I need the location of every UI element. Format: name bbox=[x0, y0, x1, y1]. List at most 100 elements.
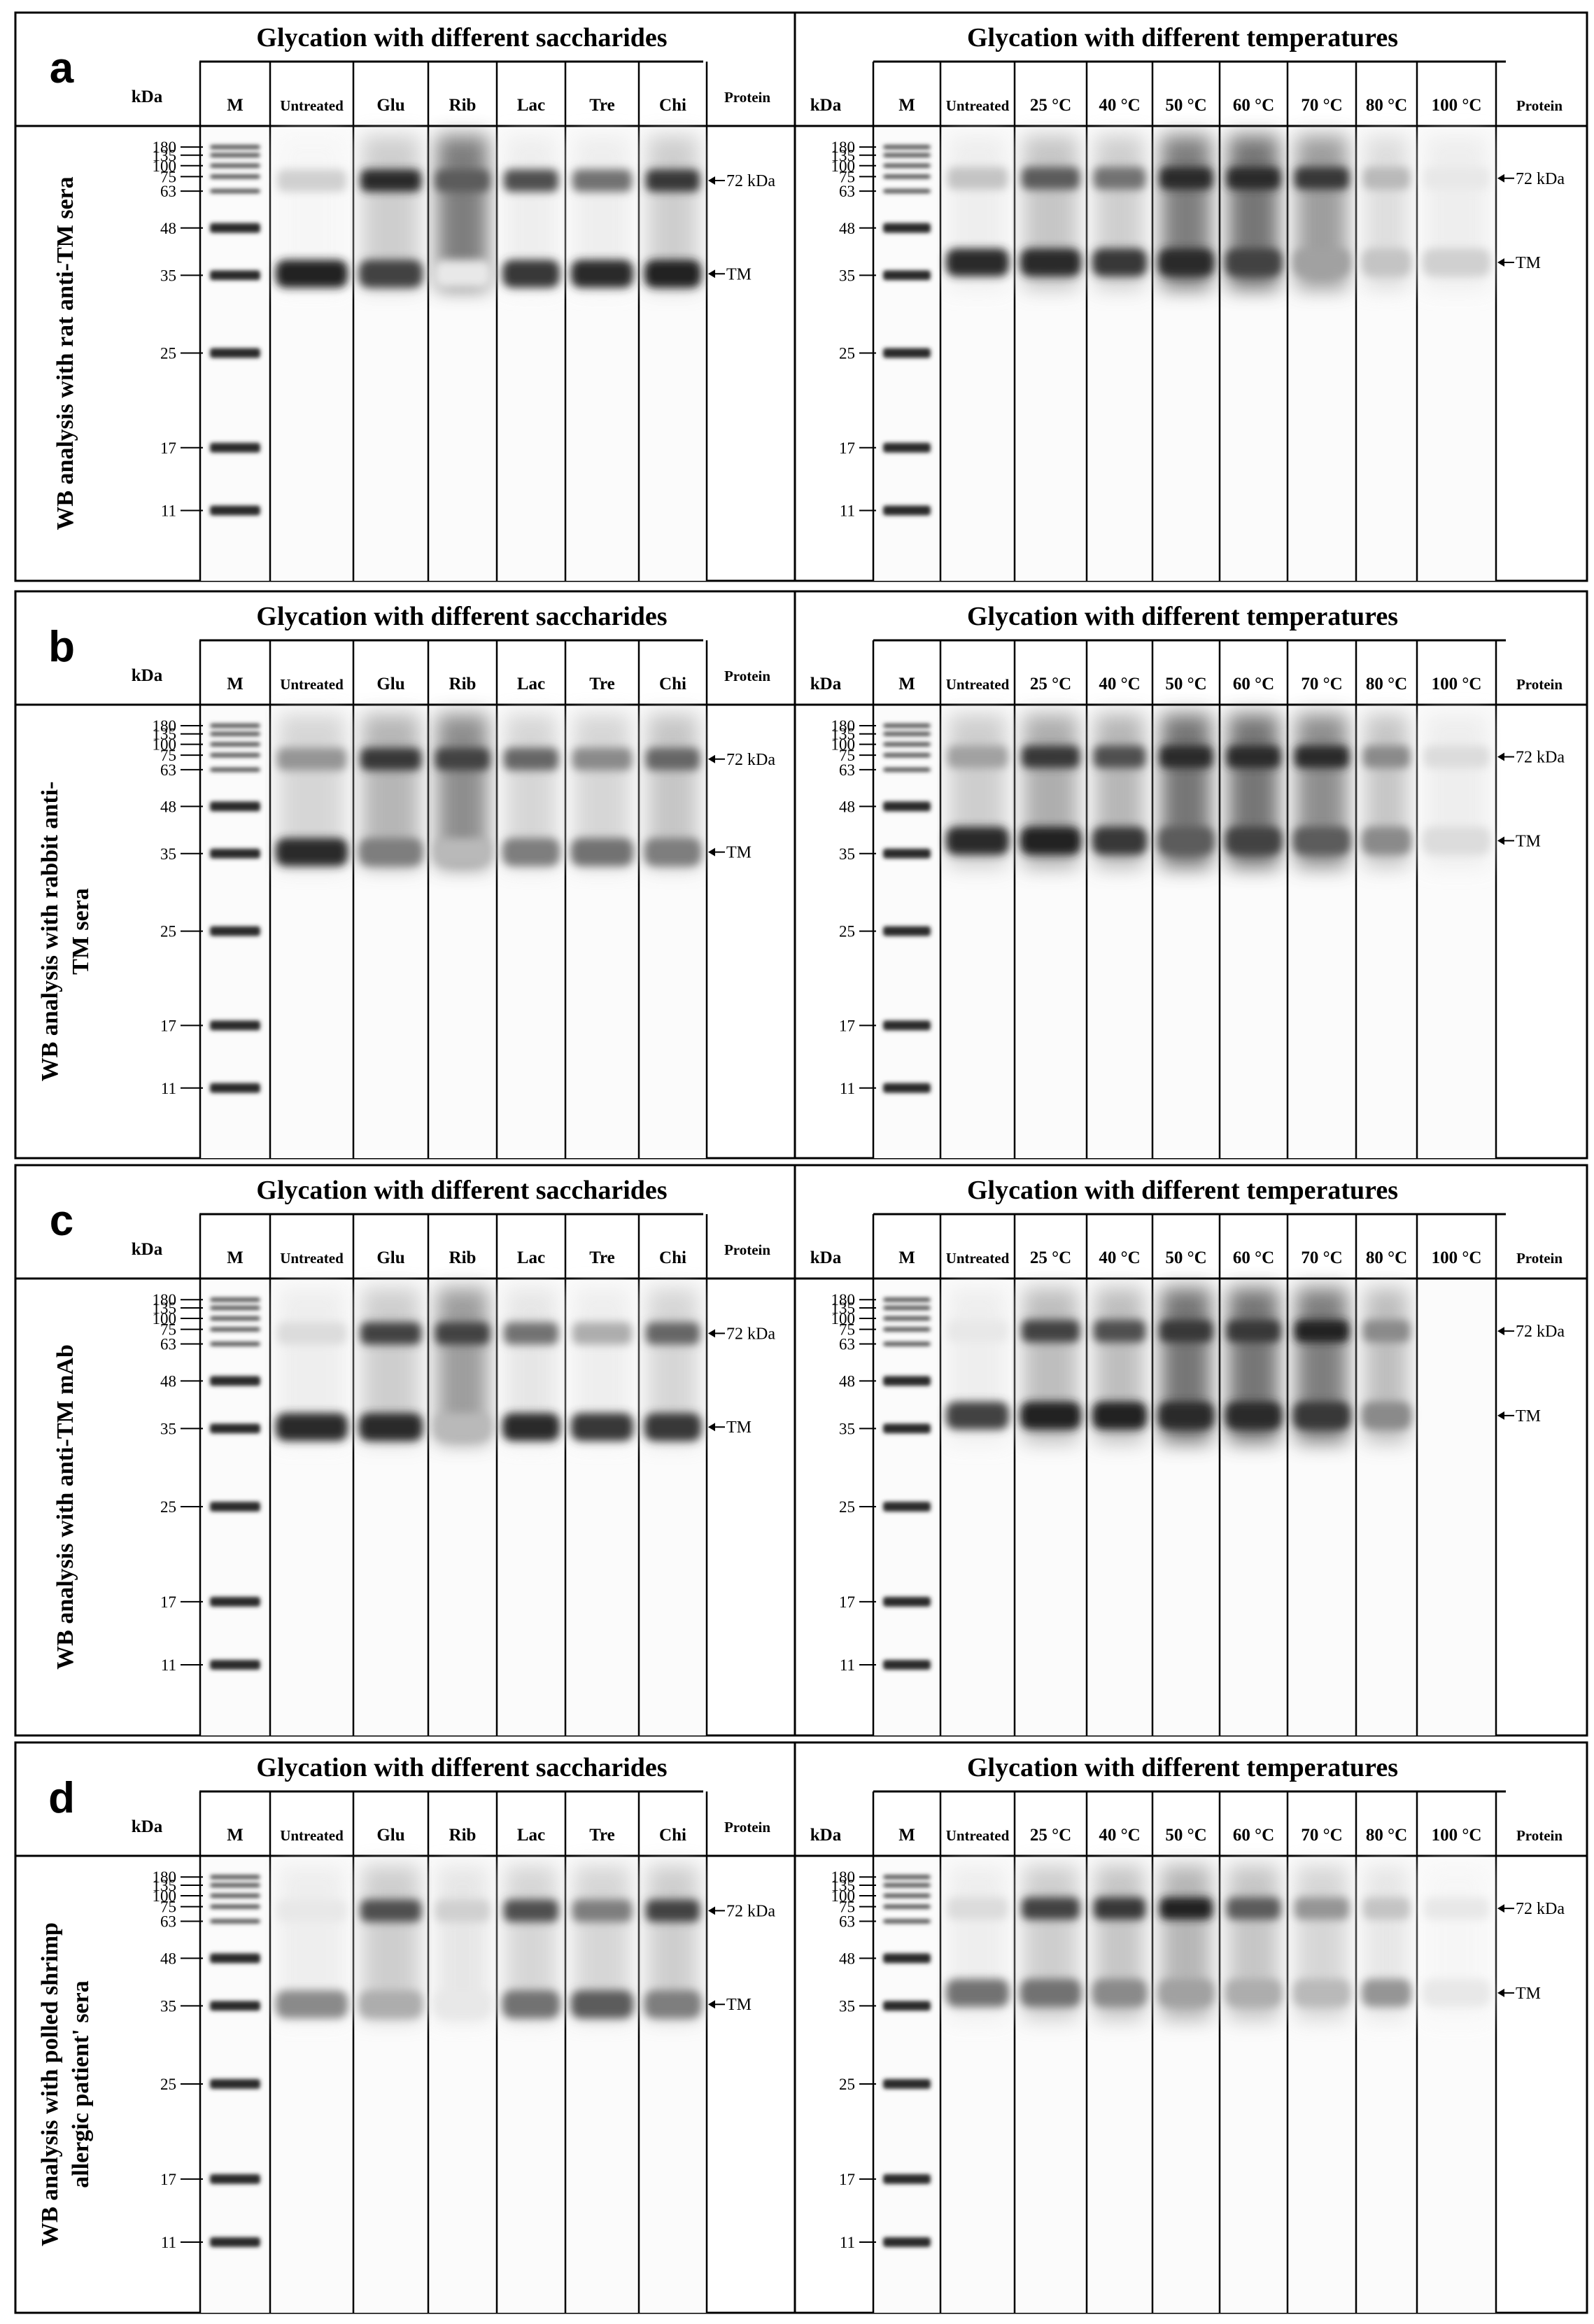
dimer-band bbox=[646, 1322, 700, 1345]
lane-label: Untreated bbox=[280, 97, 344, 114]
lane-label: Chi bbox=[659, 96, 686, 115]
marker-band bbox=[883, 767, 931, 772]
dimer-band bbox=[1227, 167, 1281, 190]
marker-band bbox=[210, 2174, 260, 2184]
tm-band bbox=[1158, 248, 1214, 276]
marker-band bbox=[883, 753, 931, 758]
tm-band bbox=[1293, 826, 1350, 855]
dimer-band bbox=[1295, 1897, 1349, 1920]
marker-label: 11 bbox=[840, 1656, 855, 1674]
marker-band bbox=[883, 505, 931, 516]
marker-label: 75 bbox=[839, 1899, 855, 1916]
panel-letter: c bbox=[50, 1197, 73, 1245]
dimer-band bbox=[1295, 745, 1349, 768]
arrow-head bbox=[1497, 174, 1504, 183]
tm-band bbox=[434, 260, 491, 288]
lane-label: 40 °C bbox=[1099, 96, 1140, 115]
marker-band bbox=[210, 2237, 260, 2247]
lane-label: 100 °C bbox=[1432, 96, 1482, 115]
marker-label: 135 bbox=[831, 147, 856, 164]
marker-label: 35 bbox=[839, 1997, 855, 2015]
marker-label: 63 bbox=[839, 761, 855, 779]
marker-band bbox=[883, 1882, 931, 1887]
dimer-band bbox=[1363, 167, 1410, 190]
marker-band bbox=[210, 2079, 260, 2090]
tm-band bbox=[1158, 826, 1214, 855]
marker-band bbox=[210, 1875, 260, 1880]
panel-letter: d bbox=[48, 1774, 75, 1822]
marker-label: 11 bbox=[161, 502, 176, 519]
tm-band bbox=[434, 1990, 491, 2019]
tm-band bbox=[1225, 1401, 1282, 1430]
lane-label: M bbox=[898, 96, 915, 115]
marker-label: 11 bbox=[840, 2234, 855, 2251]
marker-band bbox=[210, 926, 260, 936]
marker-label: 48 bbox=[160, 1950, 176, 1967]
marker-label: 75 bbox=[160, 168, 176, 185]
tm-band bbox=[644, 260, 701, 288]
marker-band bbox=[883, 1316, 931, 1321]
marker-band bbox=[210, 1893, 260, 1898]
marker-label: 135 bbox=[831, 726, 856, 743]
lane-label: 80 °C bbox=[1366, 1248, 1407, 1267]
marker-label: 17 bbox=[160, 1017, 176, 1034]
tm-band bbox=[1225, 248, 1282, 276]
kda-label: kDa bbox=[132, 87, 163, 106]
tm-band bbox=[946, 248, 1009, 276]
annotation-label: 72 kDa bbox=[1516, 749, 1565, 767]
lane-label: 60 °C bbox=[1233, 1248, 1274, 1267]
side-axis-label: WB analysis with polled shrimp bbox=[37, 1922, 63, 2246]
marker-band bbox=[883, 1953, 931, 1964]
lane-label: Untreated bbox=[946, 1827, 1010, 1844]
panel-d: d WB analysis with polled shrimp allergic … bbox=[14, 1741, 1588, 2314]
dimer-band bbox=[504, 1322, 558, 1345]
marker-band bbox=[210, 174, 260, 179]
marker-band bbox=[883, 731, 931, 736]
marker-label: 35 bbox=[160, 1997, 176, 2015]
marker-label: 17 bbox=[160, 1593, 176, 1611]
dimer-band bbox=[435, 169, 490, 192]
tm-band bbox=[644, 1413, 701, 1442]
arrow-head bbox=[1497, 1327, 1504, 1336]
panel-letter: a bbox=[50, 44, 74, 92]
dimer-band bbox=[435, 1899, 490, 1922]
marker-label: 180 bbox=[831, 139, 856, 156]
dimer-band bbox=[1295, 1320, 1349, 1343]
marker-band bbox=[883, 442, 931, 453]
marker-band bbox=[883, 1904, 931, 1909]
tm-band bbox=[644, 838, 701, 866]
marker-label: 135 bbox=[831, 1877, 856, 1894]
panel-b: b WB analysis with rabbit anti- TM sera Gly… bbox=[14, 590, 1588, 1160]
marker-label: 17 bbox=[160, 439, 176, 457]
tm-band bbox=[571, 260, 633, 288]
marker-label: 135 bbox=[831, 1300, 856, 1317]
tm-band bbox=[571, 1990, 633, 2019]
marker-label: 25 bbox=[839, 345, 855, 362]
kda-label: kDa bbox=[810, 96, 842, 115]
tm-band bbox=[1092, 826, 1147, 855]
kda-label: kDa bbox=[810, 1248, 842, 1267]
tm-band bbox=[1158, 1401, 1214, 1430]
dimer-band bbox=[360, 1322, 421, 1345]
lane-label: M bbox=[227, 96, 244, 115]
tm-band bbox=[946, 1978, 1009, 2007]
dimer-band bbox=[1022, 745, 1080, 768]
tm-band bbox=[1423, 1978, 1490, 2007]
marker-label: 48 bbox=[160, 798, 176, 815]
marker-band bbox=[210, 189, 260, 194]
tm-band bbox=[434, 1413, 491, 1442]
marker-label: 135 bbox=[153, 726, 177, 743]
marker-label: 11 bbox=[161, 1656, 176, 1674]
marker-band bbox=[883, 926, 931, 936]
arrow-head bbox=[708, 847, 715, 857]
marker-band bbox=[883, 1305, 931, 1310]
marker-label: 48 bbox=[839, 798, 855, 815]
tm-band bbox=[276, 1990, 348, 2019]
dimer-band bbox=[1227, 1897, 1281, 1920]
lane-label: 60 °C bbox=[1233, 675, 1274, 693]
lane-label: M bbox=[898, 1248, 915, 1267]
marker-band bbox=[883, 1919, 931, 1924]
marker-label: 11 bbox=[840, 502, 855, 519]
marker-band bbox=[883, 2079, 931, 2090]
lane-label: 70 °C bbox=[1301, 96, 1342, 115]
